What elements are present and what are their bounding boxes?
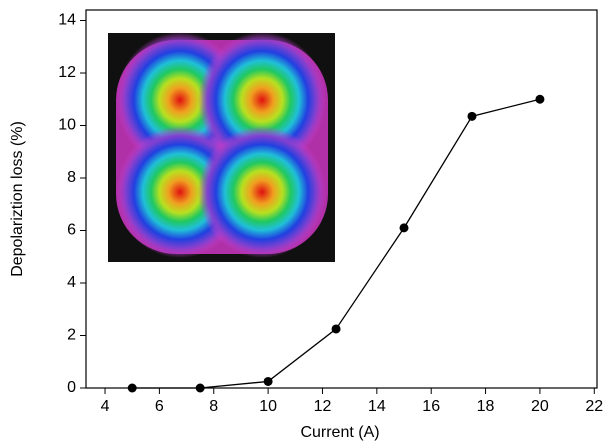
x-tick-label: 12 [314,398,332,415]
y-tick-label: 8 [67,169,76,186]
x-tick-label: 18 [477,398,495,415]
y-tick-label: 0 [67,379,76,396]
y-tick-label: 6 [67,222,76,239]
y-tick-label: 2 [67,327,76,344]
data-point [400,223,409,232]
data-point [332,324,341,333]
data-point [196,384,205,393]
y-axis-label: Depolariztion loss (%) [9,121,26,277]
data-point [264,377,273,386]
x-tick-label: 22 [585,398,603,415]
x-axis-label: Current (A) [300,424,379,441]
x-tick-label: 14 [368,398,386,415]
x-tick-label: 16 [422,398,440,415]
y-tick-label: 10 [58,117,76,134]
y-tick-label: 14 [58,12,76,29]
y-tick-label: 12 [58,64,76,81]
page: {"chart_data": {"type": "line", "x_label… [0,0,605,445]
x-tick-label: 6 [155,398,164,415]
x-tick-label: 8 [209,398,218,415]
x-tick-label: 4 [101,398,110,415]
data-point [467,112,476,121]
y-tick-label: 4 [67,274,76,291]
chart: Current (A) Depolariztion loss (%) 4 6 8 10… [0,0,605,445]
data-point [535,95,544,104]
x-tick-label: 10 [259,398,277,415]
data-point [128,384,137,393]
x-tick-label: 20 [531,398,549,415]
inset-image [108,32,335,262]
